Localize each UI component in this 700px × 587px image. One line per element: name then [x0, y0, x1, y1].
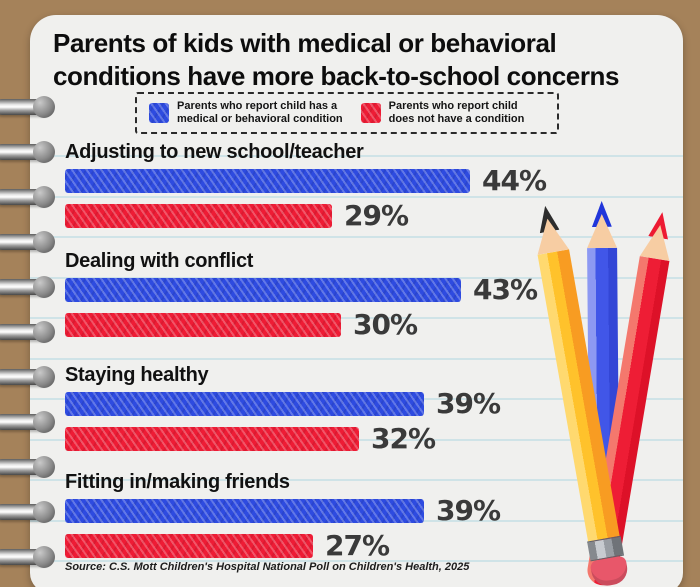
category-label: Dealing with conflict: [65, 250, 254, 272]
binding-ring: [0, 276, 55, 298]
value-label: 32%: [371, 422, 436, 455]
binding-ring: [0, 501, 55, 523]
bar-red: [65, 313, 341, 337]
chart-section: Staying healthy 39% 32%: [65, 364, 675, 464]
page-title: Parents of kids with medical or behavior…: [53, 27, 675, 93]
ruled-line: [30, 236, 683, 238]
bar-row-no-condition: 27%: [65, 529, 390, 562]
value-label: 30%: [353, 308, 418, 341]
page-title-line-1: Parents of kids with medical or behavior…: [53, 28, 557, 58]
bar-red: [65, 427, 359, 451]
ruled-line: [30, 357, 683, 360]
legend-item-condition: Parents who report child has a medical o…: [149, 100, 343, 126]
ruled-line: [30, 276, 683, 279]
chart-section: Fitting in/making friends 39% 27%: [65, 471, 675, 571]
notebook-page: Parents of kids with medical or behavior…: [30, 15, 683, 587]
ruled-line: [30, 155, 683, 157]
legend-label-line: medical or behavioral condition: [177, 113, 343, 125]
binding-ring: [0, 321, 55, 343]
page-title-line-2: conditions have more back-to-school conc…: [53, 61, 620, 91]
value-label: 39%: [436, 387, 501, 420]
legend-label-line: does not have a condition: [388, 113, 525, 125]
value-label: 29%: [344, 199, 409, 232]
legend-label-line: Parents who report child: [388, 100, 518, 112]
value-label: 44%: [482, 164, 547, 197]
binding-ring: [0, 456, 55, 478]
category-label: Fitting in/making friends: [65, 471, 290, 493]
pencil-eraser: [589, 555, 630, 587]
value-label: 43%: [473, 273, 538, 306]
chart-section: Adjusting to new school/teacher 44% 29%: [65, 141, 675, 241]
source-text: Source: C.S. Mott Children's Hospital Na…: [65, 561, 470, 573]
bar-blue: [65, 499, 424, 523]
bar-blue: [65, 169, 470, 193]
legend-label-line: Parents who report child has a: [177, 100, 338, 112]
bar-row-condition: 43%: [65, 273, 538, 306]
binding-ring: [0, 231, 55, 253]
bar-row-no-condition: 30%: [65, 308, 418, 341]
legend-box: Parents who report child has a medical o…: [135, 92, 559, 134]
bar-row-condition: 39%: [65, 494, 501, 527]
legend-label: Parents who report child does not have a…: [389, 100, 525, 126]
bar-blue: [65, 392, 424, 416]
legend-swatch-blue: [149, 103, 169, 123]
ruled-line: [30, 317, 683, 319]
binding-ring: [0, 141, 55, 163]
bar-red: [65, 534, 313, 558]
binding-ring: [0, 366, 55, 388]
bar-row-no-condition: 32%: [65, 422, 436, 455]
ruled-line: [30, 479, 683, 481]
value-label: 27%: [325, 529, 390, 562]
binding-ring: [0, 96, 55, 118]
category-label: Staying healthy: [65, 364, 209, 386]
bar-row-no-condition: 29%: [65, 199, 409, 232]
ruled-line: [30, 560, 683, 562]
legend-item-no-condition: Parents who report child does not have a…: [360, 100, 525, 126]
blue-pencil-wood: [587, 214, 617, 248]
ruled-line: [30, 195, 683, 198]
binding-ring: [0, 186, 55, 208]
bar-row-condition: 44%: [65, 164, 547, 197]
chart-section: Dealing with conflict 43% 30%: [65, 250, 675, 350]
legend-label: Parents who report child has a medical o…: [177, 100, 343, 126]
value-label: 39%: [436, 494, 501, 527]
bar-red: [65, 204, 332, 228]
legend-swatch-red: [360, 103, 381, 123]
category-label: Adjusting to new school/teacher: [65, 141, 364, 163]
binding-ring: [0, 411, 55, 433]
binding-ring: [0, 546, 55, 568]
bar-blue: [65, 278, 461, 302]
bar-row-condition: 39%: [65, 387, 501, 420]
